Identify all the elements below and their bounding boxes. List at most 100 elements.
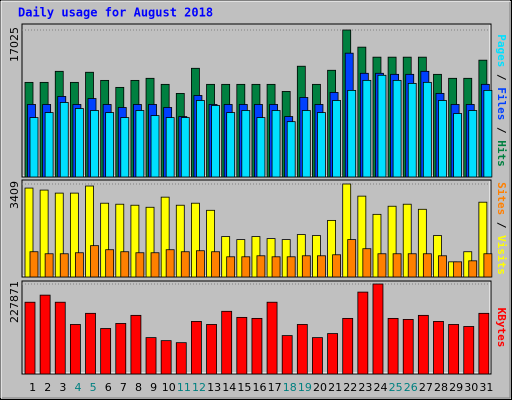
x-tick-label: 16 xyxy=(253,381,267,394)
bar xyxy=(90,110,99,178)
bar xyxy=(317,112,326,178)
bar xyxy=(69,324,81,375)
bar xyxy=(422,81,432,178)
bar xyxy=(54,301,66,375)
x-tick-label: 29 xyxy=(449,381,463,394)
bar xyxy=(463,326,475,375)
bar xyxy=(100,328,112,375)
bar xyxy=(266,301,278,375)
bar xyxy=(347,239,357,278)
bar xyxy=(145,206,155,278)
bar xyxy=(130,314,142,375)
bar xyxy=(362,248,372,278)
bar xyxy=(105,112,115,178)
bar xyxy=(226,256,236,278)
bar xyxy=(211,251,220,278)
legend-separator: / xyxy=(495,120,508,140)
bar xyxy=(402,203,412,278)
bar xyxy=(221,310,233,375)
bar xyxy=(301,110,311,178)
bar xyxy=(327,219,336,278)
bar xyxy=(74,252,84,278)
bar xyxy=(417,208,427,278)
bar xyxy=(115,203,125,278)
bar xyxy=(392,253,402,278)
bar xyxy=(342,317,354,375)
bar xyxy=(206,324,217,375)
bar xyxy=(256,255,266,278)
bar xyxy=(407,253,417,278)
bar xyxy=(372,283,384,375)
bar xyxy=(453,261,463,278)
legend-separator: / xyxy=(495,67,508,87)
x-tick-label: 6 xyxy=(105,381,112,394)
bar xyxy=(286,121,296,178)
x-tick-label: 22 xyxy=(343,381,357,394)
x-tick-label: 12 xyxy=(192,381,206,394)
x-tick-label: 17 xyxy=(268,381,282,394)
legend-entry: Files xyxy=(495,87,508,120)
bar xyxy=(478,312,490,375)
bar xyxy=(29,251,39,278)
bar xyxy=(130,204,140,278)
x-tick-label: 19 xyxy=(298,381,312,394)
bar xyxy=(54,192,64,278)
bar xyxy=(105,249,115,278)
bar xyxy=(241,110,251,178)
bar xyxy=(286,256,296,278)
bar xyxy=(281,335,293,375)
bar xyxy=(483,253,493,278)
legend-entry: Visits xyxy=(495,235,508,275)
bar xyxy=(165,117,175,178)
bar xyxy=(150,115,160,178)
bar xyxy=(100,202,110,278)
bar xyxy=(135,252,145,278)
bar xyxy=(236,316,248,375)
bar xyxy=(402,319,414,375)
bar xyxy=(44,253,54,278)
bar xyxy=(85,185,94,278)
bar xyxy=(327,333,338,375)
x-tick-label: 14 xyxy=(222,381,236,394)
bar xyxy=(24,187,34,278)
chart-title: Daily usage for August 2018 xyxy=(18,6,213,20)
bar xyxy=(407,83,417,178)
bar xyxy=(301,255,311,278)
x-tick-label: 25 xyxy=(389,381,403,394)
bar xyxy=(438,100,447,178)
x-tick-label: 30 xyxy=(464,381,478,394)
y-tick-label: 17025 xyxy=(8,27,21,62)
y-tick-label: 227871 xyxy=(8,281,21,323)
x-tick-label: 1 xyxy=(29,381,36,394)
bar xyxy=(433,321,444,375)
bar xyxy=(24,301,36,375)
bar xyxy=(483,89,493,178)
x-tick-label: 13 xyxy=(207,381,221,394)
bar xyxy=(438,255,447,278)
x-tick-label: 24 xyxy=(374,381,388,394)
bar xyxy=(251,317,263,375)
x-tick-label: 8 xyxy=(135,381,142,394)
x-tick-label: 20 xyxy=(313,381,327,394)
x-tick-label: 11 xyxy=(177,381,191,394)
x-tick-label: 18 xyxy=(283,381,297,394)
bar xyxy=(271,110,281,178)
bar xyxy=(120,117,130,178)
x-tick-label: 10 xyxy=(162,381,176,394)
bar xyxy=(196,250,205,278)
x-tick-label: 4 xyxy=(74,381,81,394)
bar xyxy=(342,183,352,278)
x-tick-label: 28 xyxy=(434,381,448,394)
x-tick-label: 27 xyxy=(419,381,433,394)
bar xyxy=(175,204,185,278)
bar xyxy=(362,79,372,178)
bar xyxy=(357,291,369,375)
bar xyxy=(165,249,175,278)
bar xyxy=(377,74,387,178)
bar xyxy=(453,113,463,178)
bar xyxy=(347,89,357,178)
bar xyxy=(226,112,236,178)
bar xyxy=(271,256,281,278)
bar xyxy=(468,110,478,178)
